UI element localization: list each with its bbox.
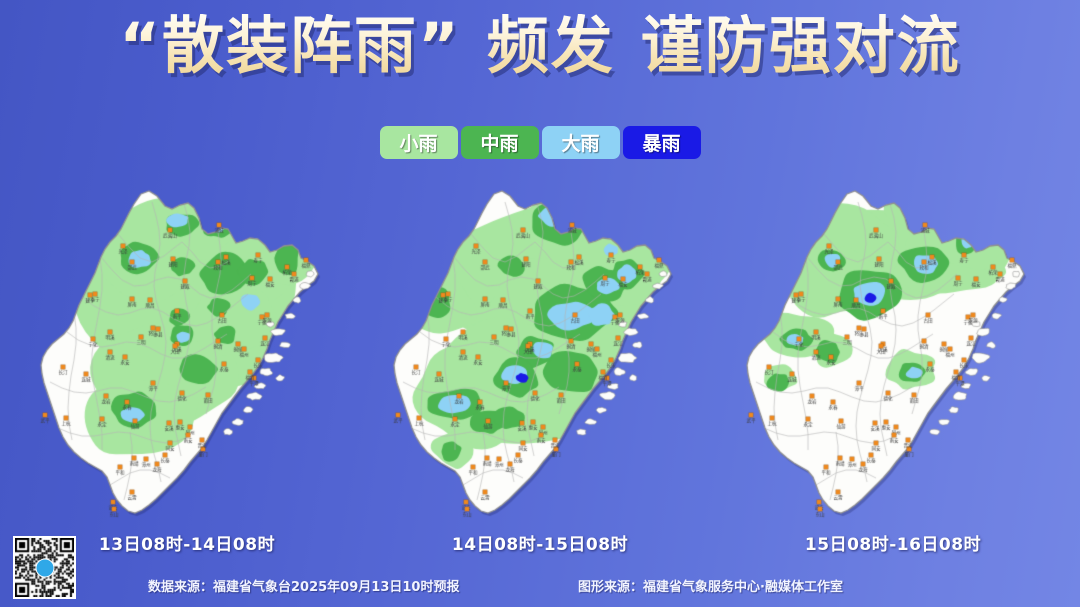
fujian-rainfall-map-day3 — [728, 182, 1058, 522]
forecast-map-panel-2[interactable]: 14日08时-15日08时 — [375, 182, 705, 557]
map-caption-day3: 15日08时-16日08时 — [804, 535, 982, 555]
forecast-map-panel-3[interactable]: 15日08时-16日08时 — [728, 182, 1058, 557]
graphic-source-text: 图形来源：福建省气象服务中心·融媒体工作室 — [578, 580, 843, 595]
legend-label-rainstorm: 暴雨 — [642, 133, 681, 155]
map-caption-day1: 13日08时-14日08时 — [98, 535, 276, 555]
title-part-2: 频发 — [486, 9, 615, 82]
fujian-rainfall-map-day2 — [375, 182, 705, 522]
legend-item-rainstorm[interactable]: 暴雨 — [622, 126, 701, 159]
legend-label-light-rain: 小雨 — [399, 133, 438, 155]
data-source-text: 数据来源：福建省气象台2025年09月13日10时预报 — [148, 580, 460, 595]
title-part-1: “散装阵雨” — [119, 9, 461, 82]
title-part-3: 谨防强对流 — [640, 9, 961, 82]
legend-item-moderate-rain[interactable]: 中雨 — [460, 126, 539, 159]
legend-label-heavy-rain: 大雨 — [561, 133, 600, 155]
fujian-rainfall-map-day1 — [22, 182, 352, 522]
forecast-maps-row: 13日08时-14日08时 14日08时-15日08时 15日08时-16日08… — [0, 182, 1080, 557]
rainfall-legend: 小雨 中雨 大雨 暴雨 — [0, 126, 1080, 159]
legend-label-moderate-rain: 中雨 — [480, 133, 519, 155]
qr-center-logo-icon — [35, 558, 54, 577]
page-title: “散装阵雨” 频发 谨防强对流 — [0, 14, 1080, 77]
legend-item-heavy-rain[interactable]: 大雨 — [541, 126, 620, 159]
forecast-map-panel-1[interactable]: 13日08时-14日08时 — [22, 182, 352, 557]
map-caption-day2: 14日08时-15日08时 — [451, 535, 629, 555]
qr-code[interactable] — [13, 536, 76, 599]
legend-item-light-rain[interactable]: 小雨 — [379, 126, 458, 159]
